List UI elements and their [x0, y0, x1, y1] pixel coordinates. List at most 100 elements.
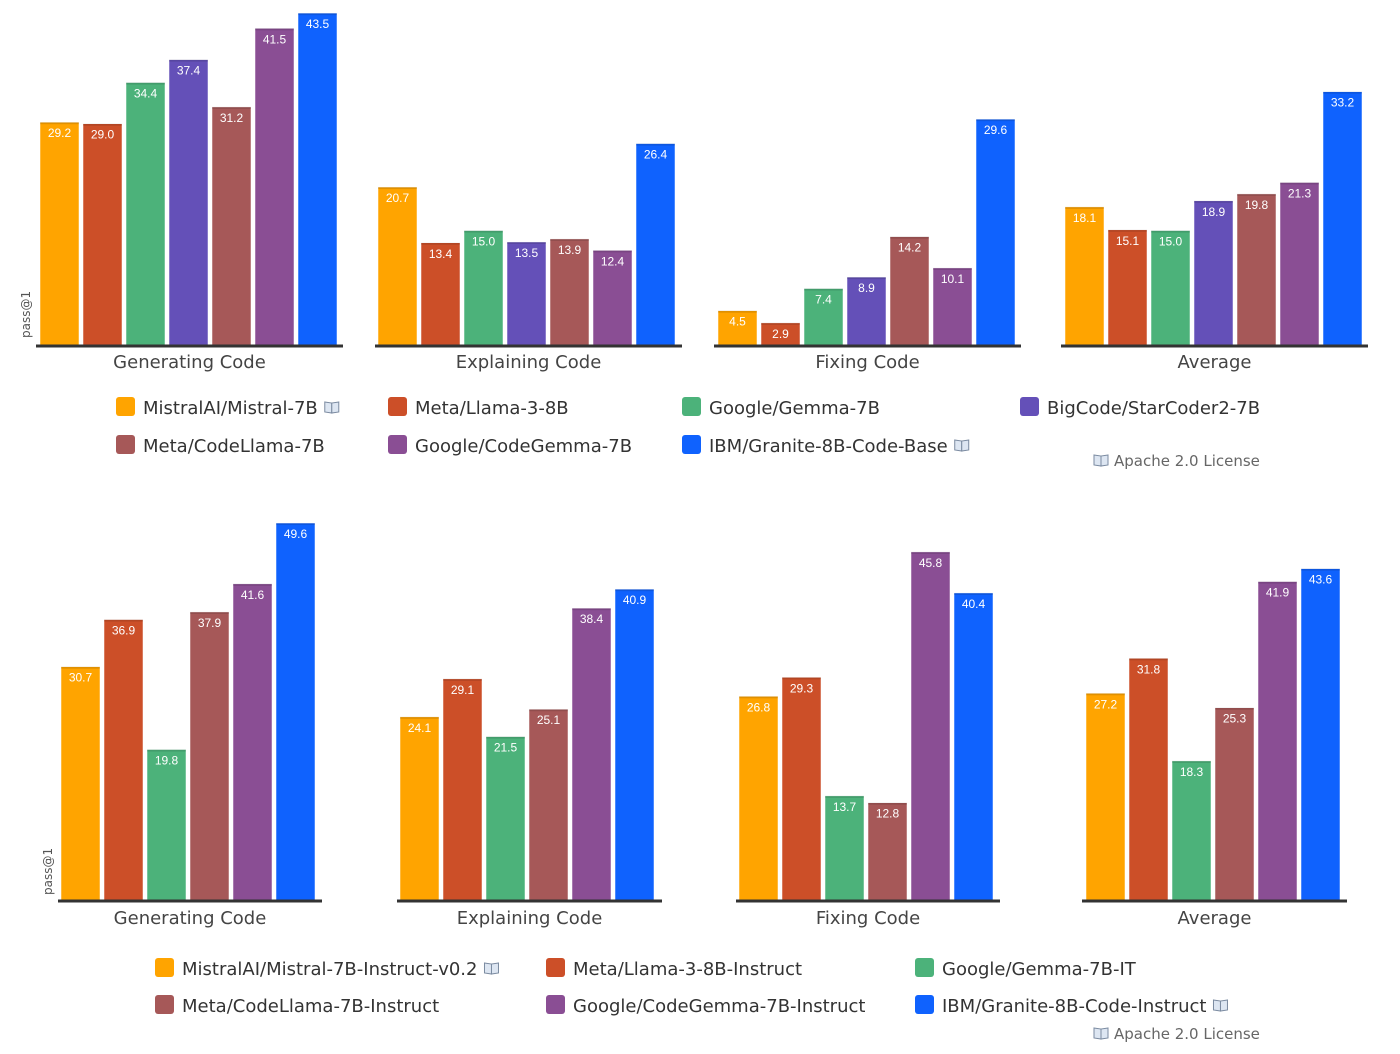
bar-value-label: 15.0	[1159, 235, 1183, 249]
bar	[717, 310, 758, 346]
bar-value-label: 8.9	[858, 281, 875, 295]
legend-swatch	[915, 995, 934, 1014]
bar	[1193, 200, 1234, 346]
bar-top-edge	[1215, 707, 1254, 710]
category-label: Generating Code	[114, 908, 267, 929]
bar	[1279, 182, 1320, 346]
bar-top-edge	[1108, 229, 1147, 232]
bar-value-label: 38.4	[580, 612, 604, 626]
bar-group: 24.1 29.1 21.5 25.1 38.4 40.9 Explaining Code	[397, 588, 662, 929]
legend-label: BigCode/StarCoder2-7B	[1047, 398, 1260, 419]
bar-top-edge	[1086, 693, 1125, 696]
bar-value-label: 37.4	[177, 64, 201, 78]
bar-top-edge	[782, 677, 821, 680]
bar	[1322, 91, 1363, 346]
bar-value-label: 26.8	[747, 700, 771, 714]
license-book-icon	[483, 962, 499, 975]
legend-item: Meta/Llama-3-8B-Instruct	[546, 958, 802, 980]
bar	[1214, 707, 1255, 901]
bar-value-label: 43.5	[306, 17, 330, 31]
bar-value-label: 31.8	[1137, 662, 1161, 676]
bar-value-label: 29.1	[451, 683, 475, 697]
bar	[275, 522, 316, 901]
bar-top-edge	[868, 802, 907, 805]
bar-top-edge	[1065, 206, 1104, 209]
bar	[442, 678, 483, 901]
bar-top-edge	[529, 709, 568, 712]
bar-top-edge	[615, 589, 654, 592]
legend-label: Google/Gemma-7B	[709, 398, 880, 419]
bar	[1150, 230, 1191, 346]
bar	[1107, 229, 1148, 346]
bar-value-label: 43.6	[1309, 573, 1333, 587]
bar-value-label: 41.9	[1266, 586, 1290, 600]
bar	[528, 708, 569, 901]
chart-1: 29.2 29.0 34.4 37.4 31.2 41.5 43.5 Generating C…	[19, 12, 1368, 470]
legend-label: MistralAI/Mistral-7B	[143, 398, 318, 419]
bar	[463, 230, 504, 346]
bar-value-label: 40.4	[962, 597, 986, 611]
chart-2: 30.7 36.9 19.8 37.9 41.6 49.6 Generating Code 2…	[41, 522, 1347, 1043]
bar-value-label: 20.7	[386, 191, 410, 205]
bar	[1128, 658, 1169, 901]
license-note-text: Apache 2.0 License	[1114, 452, 1260, 470]
bar	[39, 121, 80, 346]
legend-label: IBM/Granite-8B-Code-Base	[709, 436, 948, 457]
bar-top-edge	[550, 238, 589, 241]
y-axis-label: pass@1	[19, 291, 33, 338]
bar	[189, 611, 230, 901]
bar-top-edge	[276, 523, 315, 526]
legend-item: IBM/Granite-8B-Code-Instruct	[915, 995, 1228, 1017]
legend: MistralAI/Mistral-7B Meta/Llama-3-8B Googl…	[116, 397, 1260, 457]
bar-top-edge	[464, 230, 503, 233]
bar-top-edge	[421, 242, 460, 245]
bar-top-edge	[233, 583, 272, 586]
bar-top-edge	[104, 619, 143, 622]
bar-value-label: 30.7	[69, 671, 93, 685]
bar	[254, 28, 295, 346]
bar-value-label: 25.3	[1223, 712, 1247, 726]
bar-top-edge	[636, 143, 675, 146]
bar-top-edge	[1323, 91, 1362, 94]
bar-value-label: 41.5	[263, 32, 287, 46]
bar-top-edge	[378, 187, 417, 190]
license-book-icon	[954, 439, 970, 452]
bar-value-label: 49.6	[284, 527, 308, 541]
bar-top-edge	[1172, 760, 1211, 763]
bar-top-edge	[298, 13, 337, 16]
bar	[549, 238, 590, 346]
bar-top-edge	[1151, 230, 1190, 233]
legend-item: Meta/CodeLlama-7B	[116, 435, 325, 457]
bar-value-label: 21.3	[1288, 186, 1312, 200]
legend-item: MistralAI/Mistral-7B-Instruct-v0.2	[155, 958, 499, 980]
legend-swatch	[546, 995, 565, 1014]
legend-swatch	[388, 397, 407, 416]
bar	[60, 666, 101, 901]
bar-value-label: 40.9	[623, 593, 647, 607]
bar-top-edge	[572, 608, 611, 611]
bar-top-edge	[804, 288, 843, 291]
bar	[910, 551, 951, 901]
bar-top-edge	[1280, 182, 1319, 185]
license-book-icon	[324, 401, 340, 414]
bar-value-label: 34.4	[134, 87, 158, 101]
bar	[953, 592, 994, 901]
bar-value-label: 10.1	[941, 272, 965, 286]
legend-item: Google/Gemma-7B	[682, 397, 880, 419]
bar-value-label: 25.1	[537, 713, 561, 727]
bar-value-label: 2.9	[772, 327, 789, 341]
bar-group: 18.1 15.1 15.0 18.9 19.8 21.3 33.2 Average	[1061, 91, 1368, 373]
legend: MistralAI/Mistral-7B-Instruct-v0.2 Meta/L…	[155, 958, 1228, 1017]
category-label: Explaining Code	[456, 352, 602, 373]
legend-item: BigCode/StarCoder2-7B	[1020, 397, 1260, 419]
bar	[399, 716, 440, 901]
license-book-icon	[1212, 999, 1228, 1012]
bar	[975, 118, 1016, 346]
bar-top-edge	[593, 250, 632, 253]
bar-top-edge	[61, 666, 100, 669]
legend-item: Meta/CodeLlama-7B-Instruct	[155, 995, 439, 1017]
legend-label: Meta/Llama-3-8B-Instruct	[573, 959, 802, 980]
bar-value-label: 37.9	[198, 616, 222, 630]
legend-swatch	[116, 435, 135, 454]
bar-value-label: 18.1	[1073, 211, 1097, 225]
